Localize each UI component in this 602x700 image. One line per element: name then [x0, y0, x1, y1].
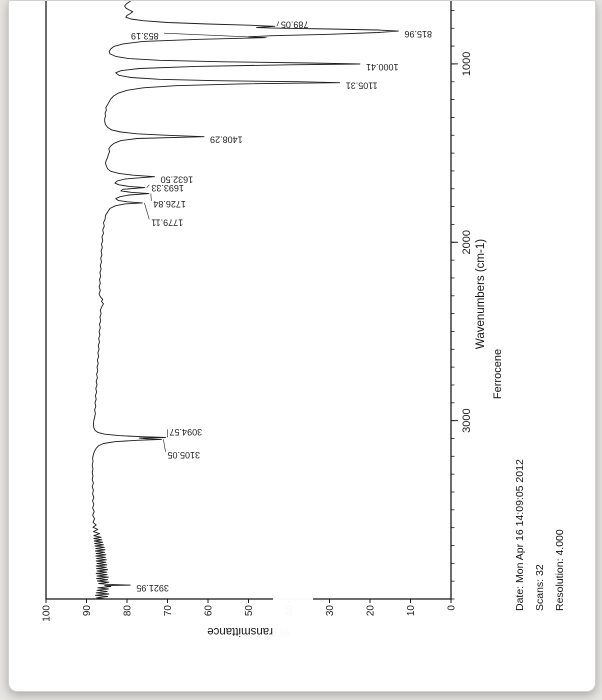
peak-leader-line: [146, 184, 150, 188]
peak-labels: 3921.95 3105.05 3094.57 1779.11 1726.84 1693.…: [131, 19, 432, 593]
peak-label: 3921.95: [136, 583, 169, 593]
peak-label: 1779.11: [151, 217, 183, 227]
scans-line: Scans: 32: [534, 564, 546, 611]
ftir-spectrum-chart: 30002000100010090807060504030201003921.9…: [31, 1, 591, 639]
plot-frame: [45, 1, 452, 600]
peak-leader-line: [144, 202, 150, 220]
y-tick-label: 80: [123, 605, 134, 617]
y-axis-label: %Transmittance: [207, 625, 290, 637]
y-tick-label: 50: [244, 605, 255, 617]
peak-leader-line: [163, 439, 166, 452]
x-axis-label: Wavenumbers (cm-1): [475, 238, 487, 350]
peak-label: 853.19: [131, 31, 159, 41]
peak-label: 3094.57: [170, 427, 203, 437]
spectrum-trace: [91, 1, 399, 600]
peak-label: 1408.29: [210, 135, 243, 145]
peak-label: 3105.05: [168, 450, 201, 460]
peak-label: 1632.50: [161, 175, 194, 185]
y-tick-label: 90: [82, 605, 93, 617]
peak-label: 789.05: [281, 19, 309, 29]
peak-leader-line: [164, 32, 267, 39]
peak-label: 1000.41: [366, 62, 399, 72]
resolution-line: Resolution: 4.000: [554, 529, 566, 611]
peak-label: 1693.33: [151, 183, 184, 193]
peak-label: 815.96: [404, 29, 432, 39]
x-tick-label: 3000: [461, 408, 473, 432]
peak-label: 1726.84: [153, 199, 186, 209]
peak-label: 1105.31: [346, 81, 378, 91]
date-line: Date: Mon Apr 16 14:09:05 2012: [514, 459, 526, 611]
y-tick-label: 70: [163, 605, 174, 617]
x-tick-label: 1000: [461, 52, 473, 76]
y-tick-label: 100: [42, 605, 53, 622]
y-tick-label: 20: [366, 605, 377, 617]
scanned-page: 30002000100010090807060504030201003921.9…: [8, 0, 596, 692]
scan-artifact-streak: [273, 589, 313, 645]
peak-leader-line: [276, 21, 280, 27]
axes: 3000200010001009080706050403020100: [42, 10, 473, 622]
collection-info: Date: Mon Apr 16 14:09:05 2012 Scans: 32…: [510, 459, 570, 611]
spectrum-title: Ferrocene: [492, 348, 504, 400]
y-tick-label: 10: [406, 605, 417, 617]
y-tick-label: 60: [204, 605, 215, 617]
y-tick-label: 0: [447, 605, 458, 611]
x-tick-label: 2000: [461, 230, 473, 254]
y-tick-label: 30: [325, 605, 336, 617]
spectrum-plot-svg: 30002000100010090807060504030201003921.9…: [42, 1, 473, 622]
